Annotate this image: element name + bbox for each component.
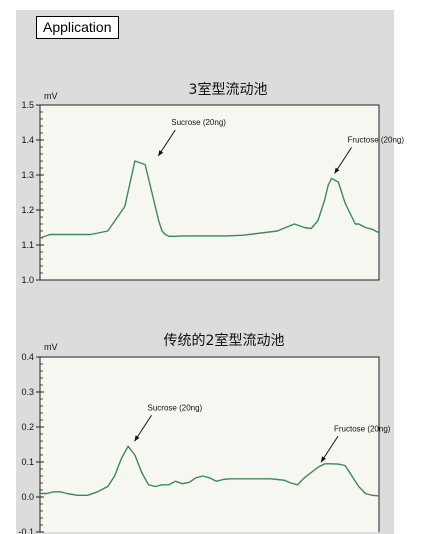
y-tick-label: 0.3 bbox=[21, 387, 34, 397]
y-axis-label: mV bbox=[44, 342, 58, 352]
y-tick-label: 0.0 bbox=[21, 492, 34, 502]
peak-annotation-label: Sucrose (20ng) bbox=[148, 403, 203, 412]
peak-annotation-label: Sucrose (20ng) bbox=[171, 118, 226, 127]
annotation-arrowhead bbox=[158, 150, 164, 156]
y-tick-label: 1.5 bbox=[21, 100, 34, 110]
y-tick-label: 0.4 bbox=[21, 352, 34, 362]
application-label: Application bbox=[36, 16, 119, 39]
annotation-arrowhead bbox=[320, 456, 326, 463]
annotation-arrowhead bbox=[134, 435, 140, 442]
y-tick-label: 1.4 bbox=[21, 135, 34, 145]
y-tick-label: 0.2 bbox=[21, 422, 34, 432]
annotation-arrowhead bbox=[334, 167, 340, 174]
series-line bbox=[39, 160, 380, 239]
plot-frame bbox=[39, 356, 380, 532]
chart-title: 传统的2室型流动池 bbox=[164, 332, 285, 349]
chart-3-cell-flow: 3室型流动池 mV 1.0 1.1 1.2 1.3 1.4 1.5 Sucrose (20n… bbox=[21, 81, 404, 285]
plot-frame bbox=[39, 104, 380, 281]
y-tick-label: 1.3 bbox=[21, 170, 34, 180]
y-tick-label: 1.1 bbox=[21, 240, 34, 250]
chart-2-cell-flow: 传统的2室型流动池 mV -0.1 0.0 0.1 0.2 0.3 0.4 Sucrose … bbox=[18, 332, 390, 534]
chart-title: 3室型流动池 bbox=[189, 81, 268, 98]
plot-area bbox=[40, 105, 379, 280]
y-tick-label: 0.1 bbox=[21, 457, 34, 467]
y-axis-label: mV bbox=[44, 91, 58, 101]
series-line bbox=[40, 445, 380, 497]
y-tick-label: 1.2 bbox=[21, 205, 34, 215]
plot-area bbox=[40, 357, 379, 532]
peak-annotation-label: Fructose (20ng) bbox=[348, 136, 405, 145]
y-tick-label: 1.0 bbox=[21, 275, 34, 285]
peak-annotation-label: Fructose (20ng) bbox=[334, 424, 391, 433]
y-tick-label: -0.1 bbox=[18, 527, 34, 534]
